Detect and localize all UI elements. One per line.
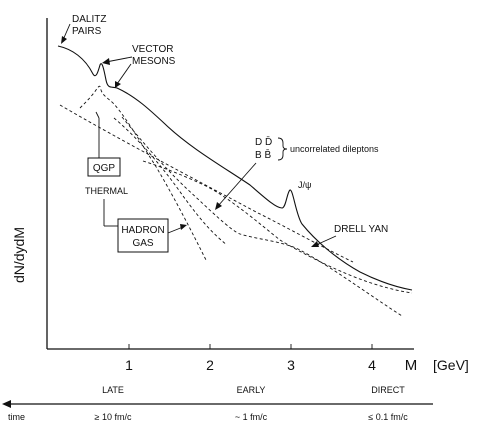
vector-mesons-arrow-1 [105, 56, 133, 63]
qgp-box [87, 157, 121, 177]
time-early: ~ 1 fm/c [235, 412, 268, 422]
qgp-pointer-2 [95, 111, 100, 119]
total-spectrum-curve [57, 45, 413, 291]
drell-yan-curve [121, 116, 403, 317]
dalitz-label-line2: PAIRS [72, 26, 102, 37]
hadron-gas-box [117, 218, 169, 253]
x-tick-label-2: 2 [206, 357, 214, 373]
x-tick-label-4: 4 [368, 357, 376, 373]
time-label: time [8, 412, 25, 422]
uncorrelated-label: uncorrelated dileptons [290, 144, 379, 154]
y-axis-label: dN/dydM [11, 227, 27, 283]
vector-mesons-arrow-2 [116, 63, 132, 85]
hadron-gas-arrowhead [180, 224, 187, 230]
dd-bb-arrow [217, 162, 257, 207]
x-tick-label-3: 3 [287, 357, 295, 373]
dileptons-brace [277, 137, 288, 161]
dalitz-arrowhead [61, 36, 67, 44]
time-arrowhead [2, 400, 11, 408]
jpsi-label: J/ψ [298, 180, 311, 190]
drell-yan-arrowhead [311, 241, 319, 247]
qgp-label: QGP [93, 163, 116, 174]
uncorrelated-dileptons-curve [142, 160, 413, 294]
x-axis-label: M [405, 357, 418, 374]
hadron-gas-curve [113, 117, 228, 246]
time-axis: LATE EARLY DIRECT time ≥ 10 fm/c ~ 1 fm/… [2, 385, 433, 422]
dd-bb-arrowhead [215, 202, 222, 210]
axes: 1 2 3 4 M [GeV] dN/dydM [11, 18, 469, 374]
stage-early: EARLY [237, 385, 266, 395]
time-late: ≥ 10 fm/c [95, 412, 132, 422]
x-tick-label-1: 1 [125, 357, 133, 373]
drell-yan-label: DRELL YAN [334, 224, 388, 235]
hadron-gas-label-line2: GAS [132, 238, 153, 249]
stage-direct: DIRECT [371, 385, 405, 395]
vector-mesons-arrowhead-2 [115, 81, 121, 88]
thermal-label: THERMAL [85, 186, 128, 196]
bb-label: B B̄ [255, 148, 271, 161]
hadron-gas-arrow [167, 226, 184, 234]
hadron-gas-label-line1: HADRON [121, 225, 164, 236]
dalitz-label-line1: DALITZ [72, 14, 106, 25]
dd-label: D D̄ [255, 135, 272, 148]
vector-mesons-arrowhead-1 [102, 58, 110, 65]
vector-mesons-label-line1: VECTOR [132, 44, 174, 55]
drell-yan-arrow [315, 235, 337, 246]
annotations: DALITZ PAIRS VECTOR MESONS QGP THERMAL H… [61, 14, 388, 253]
x-axis-unit: [GeV] [433, 357, 469, 373]
time-direct: ≤ 0.1 fm/c [368, 412, 408, 422]
vector-mesons-label-line2: MESONS [132, 56, 176, 67]
vector-mesons-curve [79, 85, 207, 261]
curves [57, 45, 413, 317]
stage-late: LATE [102, 385, 124, 395]
